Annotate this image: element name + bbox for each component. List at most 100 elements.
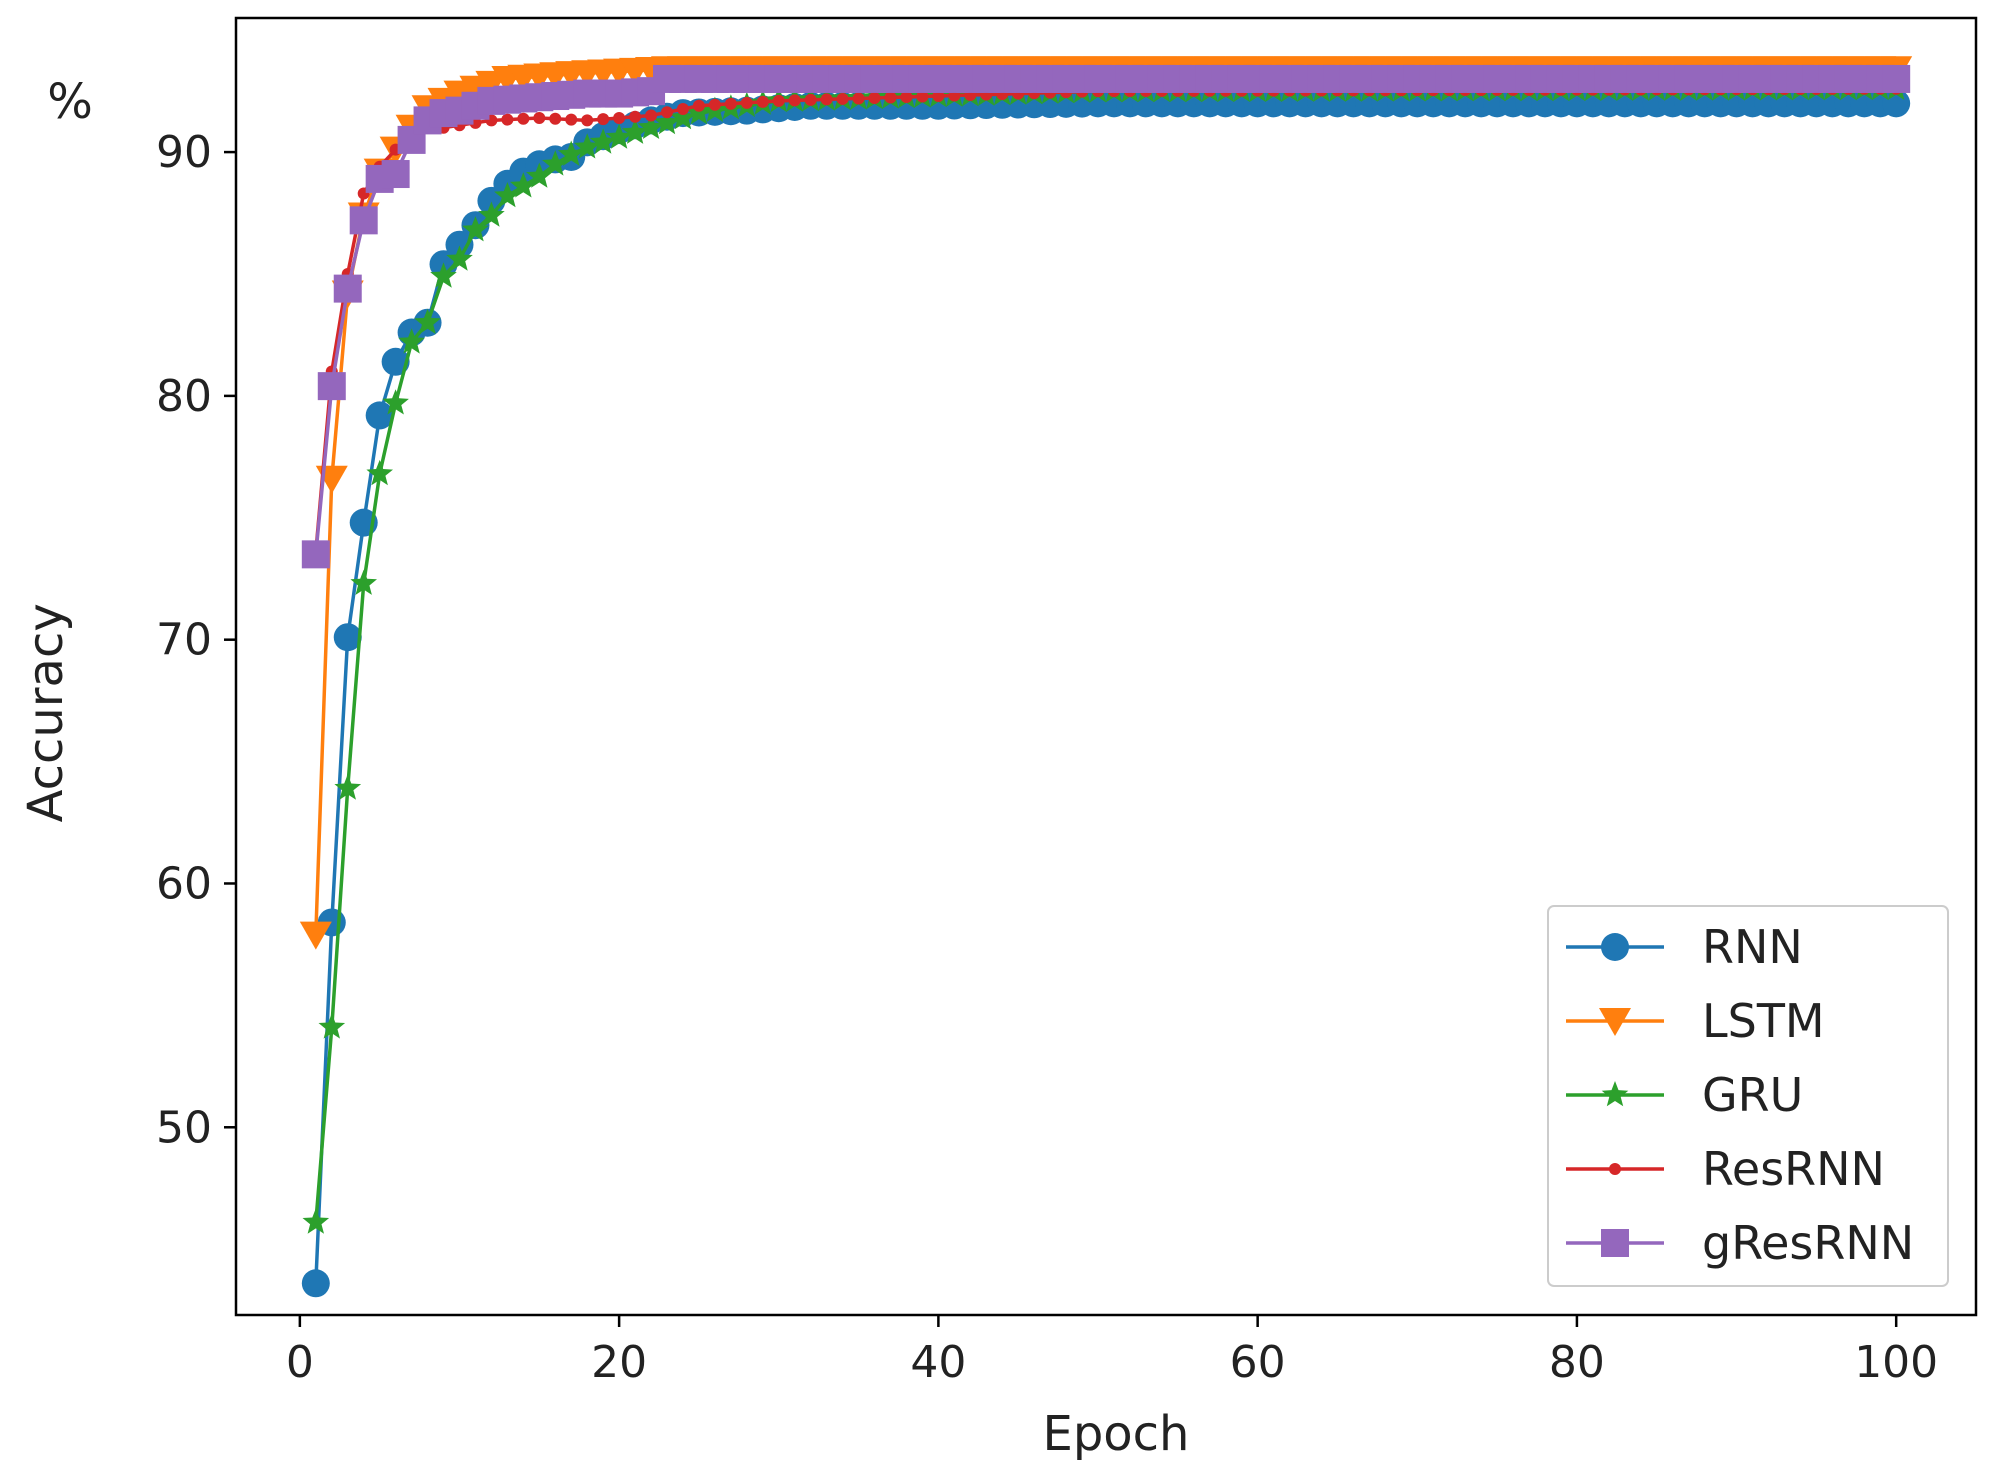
data-point-resrnn (724, 97, 737, 110)
data-point-resrnn (932, 90, 945, 103)
data-point-resrnn (900, 90, 913, 103)
legend: RNN LSTM GRU ResRNN gResRNN (1547, 905, 1949, 1287)
data-point-gru (510, 172, 537, 198)
data-point-resrnn (517, 112, 530, 125)
data-point-resrnn (708, 98, 721, 111)
data-point-resrnn (868, 91, 881, 104)
data-point-gru (573, 133, 601, 159)
data-point-gru (669, 104, 697, 130)
legend-item-gru: GRU (1566, 1068, 1803, 1122)
data-point-resrnn (692, 99, 705, 112)
data-point-rnn (301, 1269, 330, 1298)
data-point-resrnn (501, 113, 514, 126)
data-point-gru (302, 1208, 330, 1234)
legend-label: RNN (1702, 920, 1803, 974)
x-tick-label: 80 (1549, 1337, 1605, 1388)
data-point-gru (414, 308, 441, 335)
y-axis-title: Accuracy (18, 603, 74, 822)
data-point-rnn (333, 623, 362, 652)
legend-marker-rnn (1601, 933, 1629, 961)
data-point-rnn (365, 401, 394, 430)
legend-box (1547, 905, 1949, 1287)
legend-marker-gru (1601, 1081, 1629, 1107)
data-point-gru (350, 569, 377, 595)
data-point-gresrnn (381, 160, 410, 189)
data-point-gru (621, 118, 649, 144)
data-point-resrnn (629, 110, 642, 123)
data-point-gru (462, 216, 489, 242)
data-point-resrnn (661, 106, 674, 119)
data-point-resrnn (597, 113, 610, 126)
data-point-gru (494, 182, 521, 208)
series-layer (299, 56, 1913, 1298)
data-point-resrnn (581, 114, 594, 127)
x-axis-title: Epoch (1043, 1406, 1190, 1462)
data-point-gru (542, 150, 569, 176)
legend-label: gResRNN (1702, 1216, 1914, 1270)
x-tick-label: 20 (591, 1337, 647, 1388)
series-gresrnn (301, 64, 1911, 569)
data-point-resrnn (533, 111, 546, 124)
data-point-resrnn (804, 93, 817, 106)
legend-marker-lstm (1599, 1008, 1631, 1036)
legend-label: ResRNN (1702, 1142, 1885, 1196)
data-point-gru (430, 262, 457, 288)
data-point-gru (605, 123, 633, 149)
x-tick-label: 0 (286, 1337, 314, 1388)
y-tick-label: 90 (156, 127, 212, 178)
data-point-resrnn (916, 90, 929, 103)
data-point-rnn (445, 230, 474, 259)
data-point-resrnn (645, 109, 658, 122)
data-point-gresrnn (333, 274, 362, 303)
data-point-lstm (299, 921, 332, 950)
data-point-gru (446, 245, 473, 271)
legend-item-gresrnn: gResRNN (1566, 1216, 1914, 1270)
data-point-resrnn (884, 91, 897, 104)
data-point-gresrnn (301, 540, 330, 569)
x-tick-label: 40 (910, 1337, 966, 1388)
data-point-gru (526, 162, 553, 188)
legend-label: LSTM (1702, 994, 1825, 1048)
data-point-gru (382, 389, 409, 415)
y-axis-unit: % (47, 74, 93, 130)
legend-marker-resrnn (1609, 1163, 1621, 1175)
y-tick-label: 60 (156, 858, 212, 909)
data-point-resrnn (676, 103, 689, 116)
data-point-resrnn (613, 111, 626, 124)
data-point-gresrnn (1882, 64, 1911, 93)
data-point-gru (589, 128, 617, 154)
legend-item-resrnn: ResRNN (1566, 1142, 1885, 1196)
legend-item-rnn: RNN (1566, 920, 1803, 974)
data-point-gru (366, 459, 393, 486)
data-point-gru (478, 201, 505, 227)
x-tick-label: 60 (1230, 1337, 1286, 1388)
legend-marker-gresrnn (1601, 1229, 1629, 1257)
data-point-gresrnn (317, 372, 346, 401)
data-point-gru (637, 113, 665, 139)
data-point-resrnn (756, 95, 769, 108)
data-point-resrnn (740, 96, 753, 109)
series-rnn (301, 89, 1911, 1298)
x-tick-label: 100 (1854, 1337, 1938, 1388)
data-point-gru (653, 108, 681, 135)
y-tick-label: 50 (156, 1102, 212, 1153)
legend-item-lstm: LSTM (1566, 994, 1825, 1048)
data-point-gru (398, 328, 425, 354)
data-point-resrnn (852, 92, 865, 105)
data-point-resrnn (820, 93, 833, 106)
data-point-resrnn (549, 112, 562, 125)
y-tick-label: 80 (156, 371, 212, 422)
legend-label: GRU (1702, 1068, 1803, 1122)
data-point-resrnn (772, 94, 785, 107)
data-point-resrnn (565, 113, 578, 126)
data-point-gru (318, 1013, 346, 1039)
data-point-rnn (381, 347, 410, 376)
y-tick-label: 70 (156, 615, 212, 666)
data-point-resrnn (836, 92, 849, 105)
plot-frame (234, 16, 1978, 1317)
data-point-resrnn (788, 94, 801, 107)
data-point-gresrnn (349, 206, 378, 235)
data-point-gru (557, 140, 585, 166)
data-point-gru (334, 774, 362, 800)
